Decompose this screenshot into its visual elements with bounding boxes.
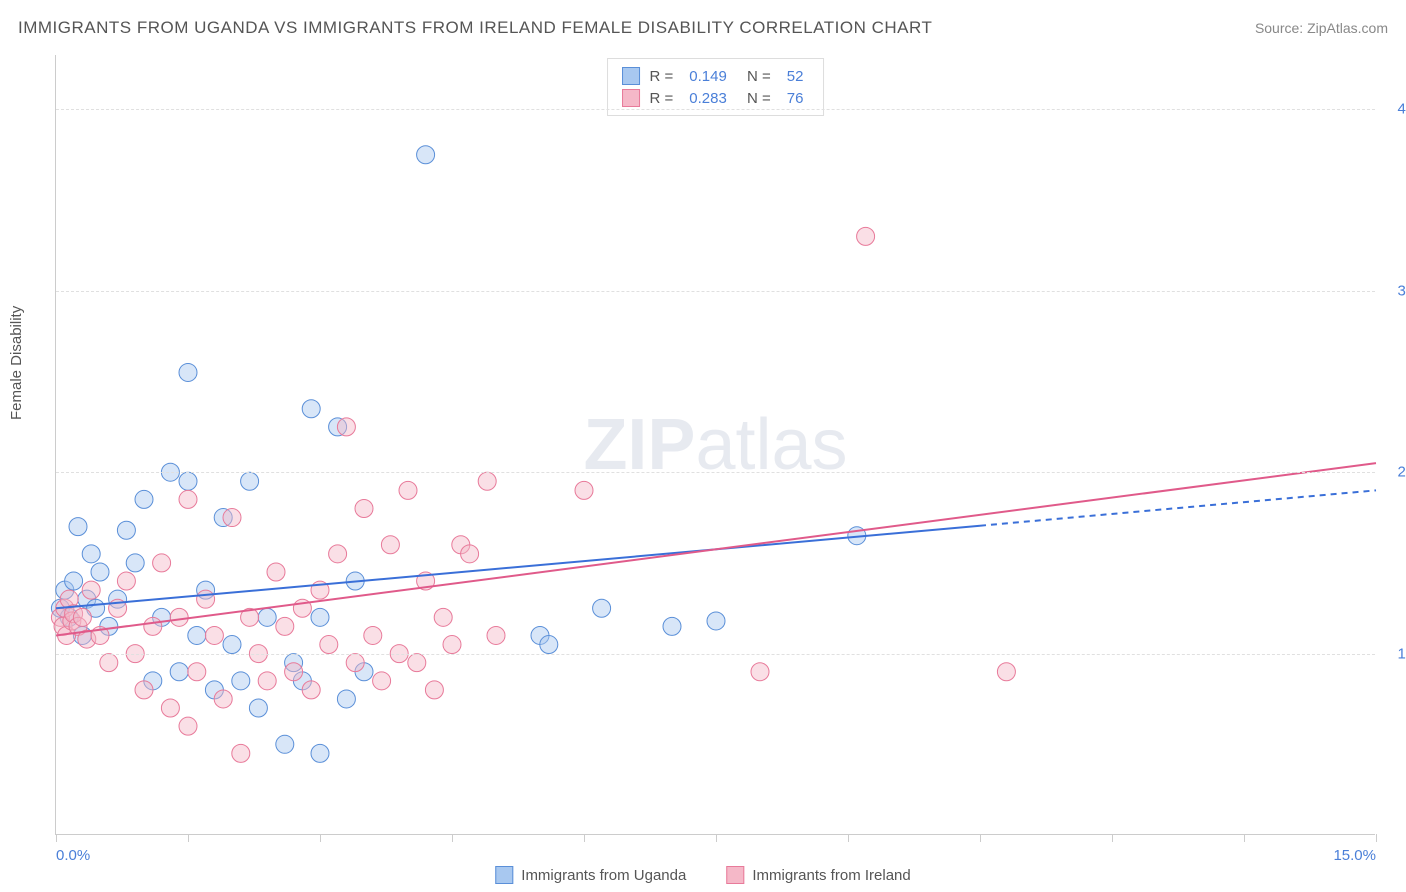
data-point [249,699,267,717]
y-tick-label: 40.0% [1397,101,1406,118]
data-point [417,146,435,164]
data-point [663,617,681,635]
data-point [364,626,382,644]
y-tick-label: 30.0% [1397,282,1406,299]
source-label: Source: ZipAtlas.com [1255,20,1388,36]
legend-label-ireland: Immigrants from Ireland [752,867,910,884]
legend-label-uganda: Immigrants from Uganda [521,867,686,884]
data-point [751,663,769,681]
y-tick-label: 10.0% [1397,645,1406,662]
data-point [276,617,294,635]
data-point [170,663,188,681]
data-point [997,663,1015,681]
data-point [337,690,355,708]
trend-line [56,526,980,609]
chart-plot-area: ZIPatlas R = 0.149 N = 52 R = 0.283 N = … [55,55,1375,835]
data-point [443,636,461,654]
data-point [179,490,197,508]
data-point [100,654,118,672]
data-point [434,608,452,626]
data-point [461,545,479,563]
data-point [337,418,355,436]
data-point [285,663,303,681]
data-point [117,521,135,539]
data-point [399,481,417,499]
data-point [135,681,153,699]
data-point [223,636,241,654]
scatter-plot-svg [56,55,1375,834]
data-point [232,672,250,690]
data-point [707,612,725,630]
data-point [381,536,399,554]
data-point [82,545,100,563]
data-point [425,681,443,699]
data-point [302,681,320,699]
data-point [214,690,232,708]
data-point [91,563,109,581]
data-point [478,472,496,490]
data-point [188,663,206,681]
y-tick-label: 20.0% [1397,464,1406,481]
x-tick-label: 0.0% [56,847,90,864]
data-point [161,699,179,717]
data-point [197,590,215,608]
data-point [857,227,875,245]
data-point [311,744,329,762]
data-point [65,572,83,590]
data-point [223,509,241,527]
data-point [205,626,223,644]
data-point [153,554,171,572]
data-point [329,545,347,563]
data-point [73,608,91,626]
y-axis-label: Female Disability [8,306,25,420]
data-point [302,400,320,418]
data-point [373,672,391,690]
data-point [188,626,206,644]
data-point [593,599,611,617]
legend-item-ireland: Immigrants from Ireland [726,866,910,884]
data-point [82,581,100,599]
data-point [69,518,87,536]
data-point [135,490,153,508]
data-point [311,608,329,626]
legend-item-uganda: Immigrants from Uganda [495,866,686,884]
data-point [117,572,135,590]
data-point [232,744,250,762]
data-point [179,717,197,735]
x-tick-label: 15.0% [1333,847,1376,864]
data-point [408,654,426,672]
data-point [258,608,276,626]
data-point [355,499,373,517]
swatch-uganda-icon [495,866,513,884]
chart-title: IMMIGRANTS FROM UGANDA VS IMMIGRANTS FRO… [18,18,932,38]
data-point [241,472,259,490]
data-point [346,654,364,672]
data-point [575,481,593,499]
data-point [170,608,188,626]
data-point [144,617,162,635]
data-point [258,672,276,690]
data-point [487,626,505,644]
data-point [179,363,197,381]
data-point [540,636,558,654]
series-legend: Immigrants from Uganda Immigrants from I… [495,866,910,884]
data-point [179,472,197,490]
data-point [126,554,144,572]
data-point [276,735,294,753]
data-point [267,563,285,581]
data-point [320,636,338,654]
swatch-ireland-icon [726,866,744,884]
